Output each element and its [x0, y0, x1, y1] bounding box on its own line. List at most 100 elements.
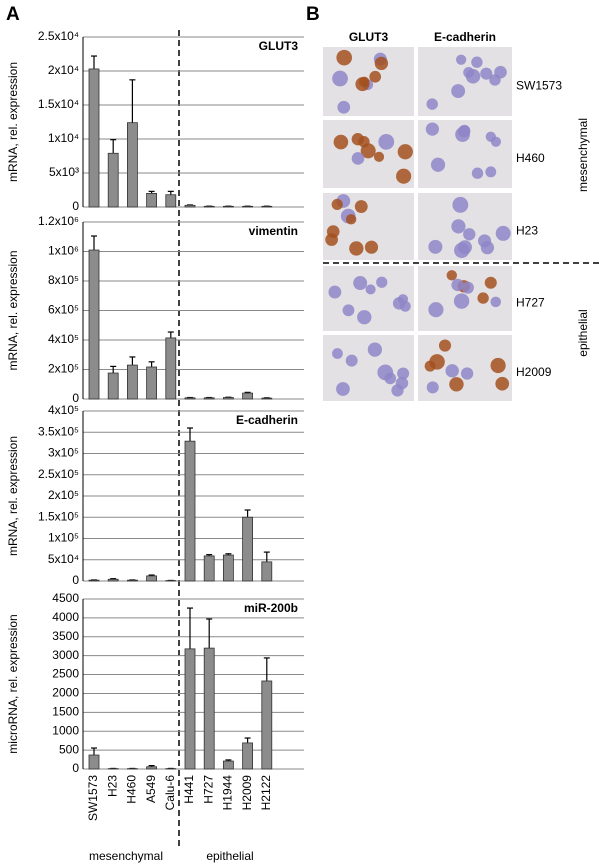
x-tick-label: SW1573 [86, 775, 100, 821]
x-tick-label: H460 [125, 775, 139, 804]
cell [374, 56, 389, 71]
y-tick-label: 1500 [52, 705, 79, 719]
cell [326, 225, 340, 238]
bar [203, 205, 215, 208]
chart-title: GLUT3 [259, 39, 299, 53]
cell [378, 134, 395, 150]
bar [146, 192, 158, 208]
y-tick-label: 1x10⁴ [48, 131, 79, 145]
bar [203, 555, 215, 582]
cell [364, 240, 379, 254]
bar [203, 397, 215, 400]
y-tick-label: 0 [72, 761, 79, 775]
y-tick-label: 3x10⁵ [48, 446, 79, 460]
y-tick-label: 0 [72, 391, 79, 405]
cell [478, 234, 492, 248]
cell [424, 360, 436, 372]
row-label: H460 [516, 151, 545, 165]
x-tick-label: H1944 [221, 775, 235, 811]
cell [349, 241, 364, 256]
cell [365, 284, 376, 295]
cell [453, 293, 470, 309]
chart-title: vimentin [249, 224, 298, 238]
bar [222, 554, 234, 582]
cell [355, 77, 370, 92]
cell [384, 372, 397, 385]
cell [328, 285, 342, 299]
cell [446, 270, 457, 281]
y-tick-label: 2.5x10⁵ [38, 467, 79, 481]
cell [337, 100, 351, 114]
cell [345, 214, 357, 225]
bar [165, 337, 177, 400]
y-axis-label: mRNA, rel. expression [6, 250, 20, 370]
panel-label: A [6, 4, 20, 25]
y-tick-label: 0 [72, 573, 79, 587]
cell [357, 310, 372, 325]
cell [342, 304, 355, 317]
cell [373, 151, 385, 162]
cell [463, 228, 476, 241]
cell [451, 84, 466, 99]
y-tick-label: 3500 [52, 629, 79, 643]
y-tick-label: 1000 [52, 723, 79, 737]
bar [127, 122, 138, 208]
bar [261, 680, 273, 770]
y-tick-label: 8x10⁵ [48, 273, 79, 287]
bar [242, 516, 254, 582]
y-tick-label: 4x10⁵ [48, 332, 79, 346]
cell [485, 131, 496, 142]
y-tick-label: 2x10⁴ [48, 63, 79, 77]
bar [222, 205, 234, 208]
cell [460, 367, 474, 380]
cell [438, 339, 452, 352]
cell [425, 122, 439, 136]
cell [451, 219, 466, 234]
y-tick-label: 1.2x10⁶ [38, 214, 79, 228]
cell [471, 167, 484, 179]
column-label: E-cadherin [434, 30, 496, 44]
y-tick-label: 6x10⁵ [48, 303, 79, 317]
x-tick-label: H2009 [240, 775, 254, 811]
cell [452, 196, 469, 213]
bar [184, 204, 196, 208]
bar [146, 766, 158, 770]
cell [485, 166, 497, 178]
chart-title: E-cadherin [236, 413, 298, 427]
bar [242, 742, 254, 770]
y-axis-label: mRNA, rel. expression [6, 62, 20, 182]
cell [354, 200, 368, 213]
cell [480, 67, 493, 80]
cell [397, 144, 413, 160]
cell [477, 292, 489, 304]
chart-title: miR-200b [244, 601, 298, 615]
y-tick-label: 5x10⁴ [48, 552, 79, 566]
cell [351, 133, 364, 146]
bar [127, 364, 138, 400]
cell [426, 98, 438, 110]
bar [261, 205, 273, 208]
bar [127, 579, 138, 582]
cell [490, 357, 506, 374]
bar [88, 579, 100, 582]
x-tick-label: H441 [182, 775, 196, 804]
y-tick-label: 500 [59, 742, 79, 756]
row-label: SW1573 [516, 79, 562, 93]
cell [451, 278, 464, 292]
cell [336, 382, 350, 396]
bar [184, 397, 196, 400]
y-tick-label: 2500 [52, 667, 79, 681]
cell [454, 242, 470, 258]
y-tick-label: 3000 [52, 648, 79, 662]
cell [471, 56, 483, 68]
bar [222, 760, 234, 770]
bar [107, 152, 119, 208]
bar [107, 578, 119, 582]
cell [465, 69, 481, 84]
y-tick-label: 2x10⁵ [48, 362, 79, 376]
group-label: epithelial [206, 849, 253, 863]
y-tick-label: 2.5x10⁴ [38, 29, 79, 43]
cell [449, 377, 464, 392]
x-tick-label: H2122 [259, 775, 273, 811]
